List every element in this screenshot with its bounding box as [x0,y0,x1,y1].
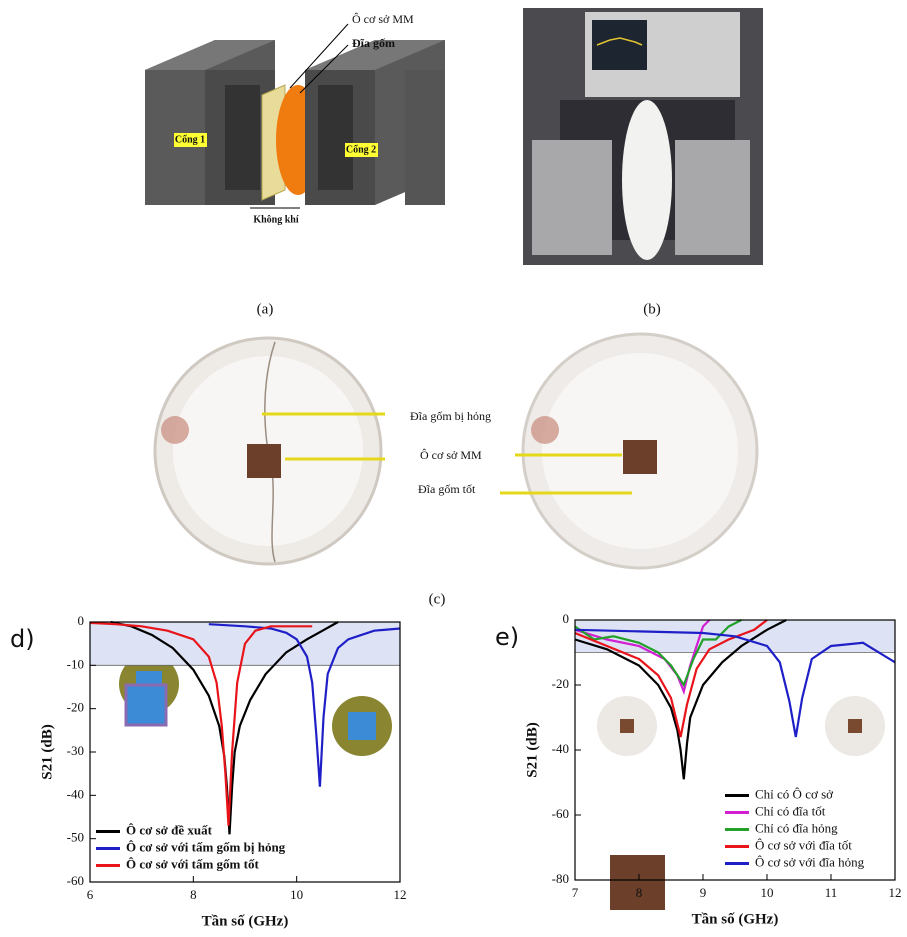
insets [119,654,885,910]
panel-label: e) [495,623,519,651]
x-axis-label: Tần số (GHz) [202,913,289,929]
caption: (a) [257,301,274,317]
y-axis-label: S21 (dB) [524,722,540,777]
series-line [574,619,742,688]
x-tick-label: 8 [636,885,643,900]
y-tick-label: -60 [552,806,569,821]
series-line [89,621,313,826]
x-tick-label: 10 [761,885,774,900]
x-tick-label: 7 [572,885,579,900]
y-tick-label: -80 [552,871,569,886]
x-axis-label: Tần số (GHz) [692,911,779,927]
series-line [574,619,768,738]
series-line [574,619,711,696]
y-tick-label: -30 [67,743,84,758]
legend-label: Ô cơ sở với đĩa tốt [755,837,852,852]
measurement-photo [523,8,763,265]
x-tick-label: 6 [87,887,94,902]
legend-label: Ô cơ sở với tấm gốm tốt [126,856,259,871]
label: Ô cơ sở MM [352,12,414,26]
label: Đĩa gốm [352,36,395,50]
series-line [574,619,787,780]
legend-label: Ô cơ sở với tấm gốm bị hỏng [126,839,286,854]
y-tick-label: -20 [67,700,84,715]
panel-label: d) [10,625,35,653]
label: Không khí [253,214,299,225]
y-tick-label: -60 [67,873,84,888]
series-line [574,628,896,738]
y-tick-label: -10 [67,656,84,671]
y-tick-label: -20 [552,676,569,691]
label: Cổng 2 [346,144,376,155]
legend-label: Ô cơ sở với đĩa hỏng [755,854,865,869]
legend-label: Chỉ có đĩa tốt [755,803,826,818]
legend-label: Chỉ có đĩa hỏng [755,820,838,835]
caption: (c) [429,591,446,607]
plates-photo [153,332,759,570]
series-line [208,623,401,787]
legend-label: Chỉ có Ô cơ sở [755,786,834,801]
setup-diagram [145,23,445,209]
label: Cổng 1 [175,134,205,145]
x-tick-label: 9 [700,885,707,900]
label: Đĩa gốm bị hỏng [410,409,491,423]
label: Đĩa gốm tốt [418,482,476,496]
y-tick-label: 0 [563,611,570,626]
x-tick-label: 12 [889,885,902,900]
legend-label: Ô cơ sở đề xuất [126,822,213,837]
y-tick-label: -40 [67,786,84,801]
x-tick-label: 8 [190,887,197,902]
x-tick-label: 12 [394,887,407,902]
y-tick-label: -50 [67,830,84,845]
y-tick-label: 0 [78,613,85,628]
caption: (b) [643,301,661,317]
x-tick-label: 11 [825,885,838,900]
x-tick-label: 10 [290,887,303,902]
y-axis-label: S21 (dB) [39,724,55,779]
y-tick-label: -40 [552,741,569,756]
series-line [110,620,339,835]
label: Ô cơ sở MM [420,448,482,462]
